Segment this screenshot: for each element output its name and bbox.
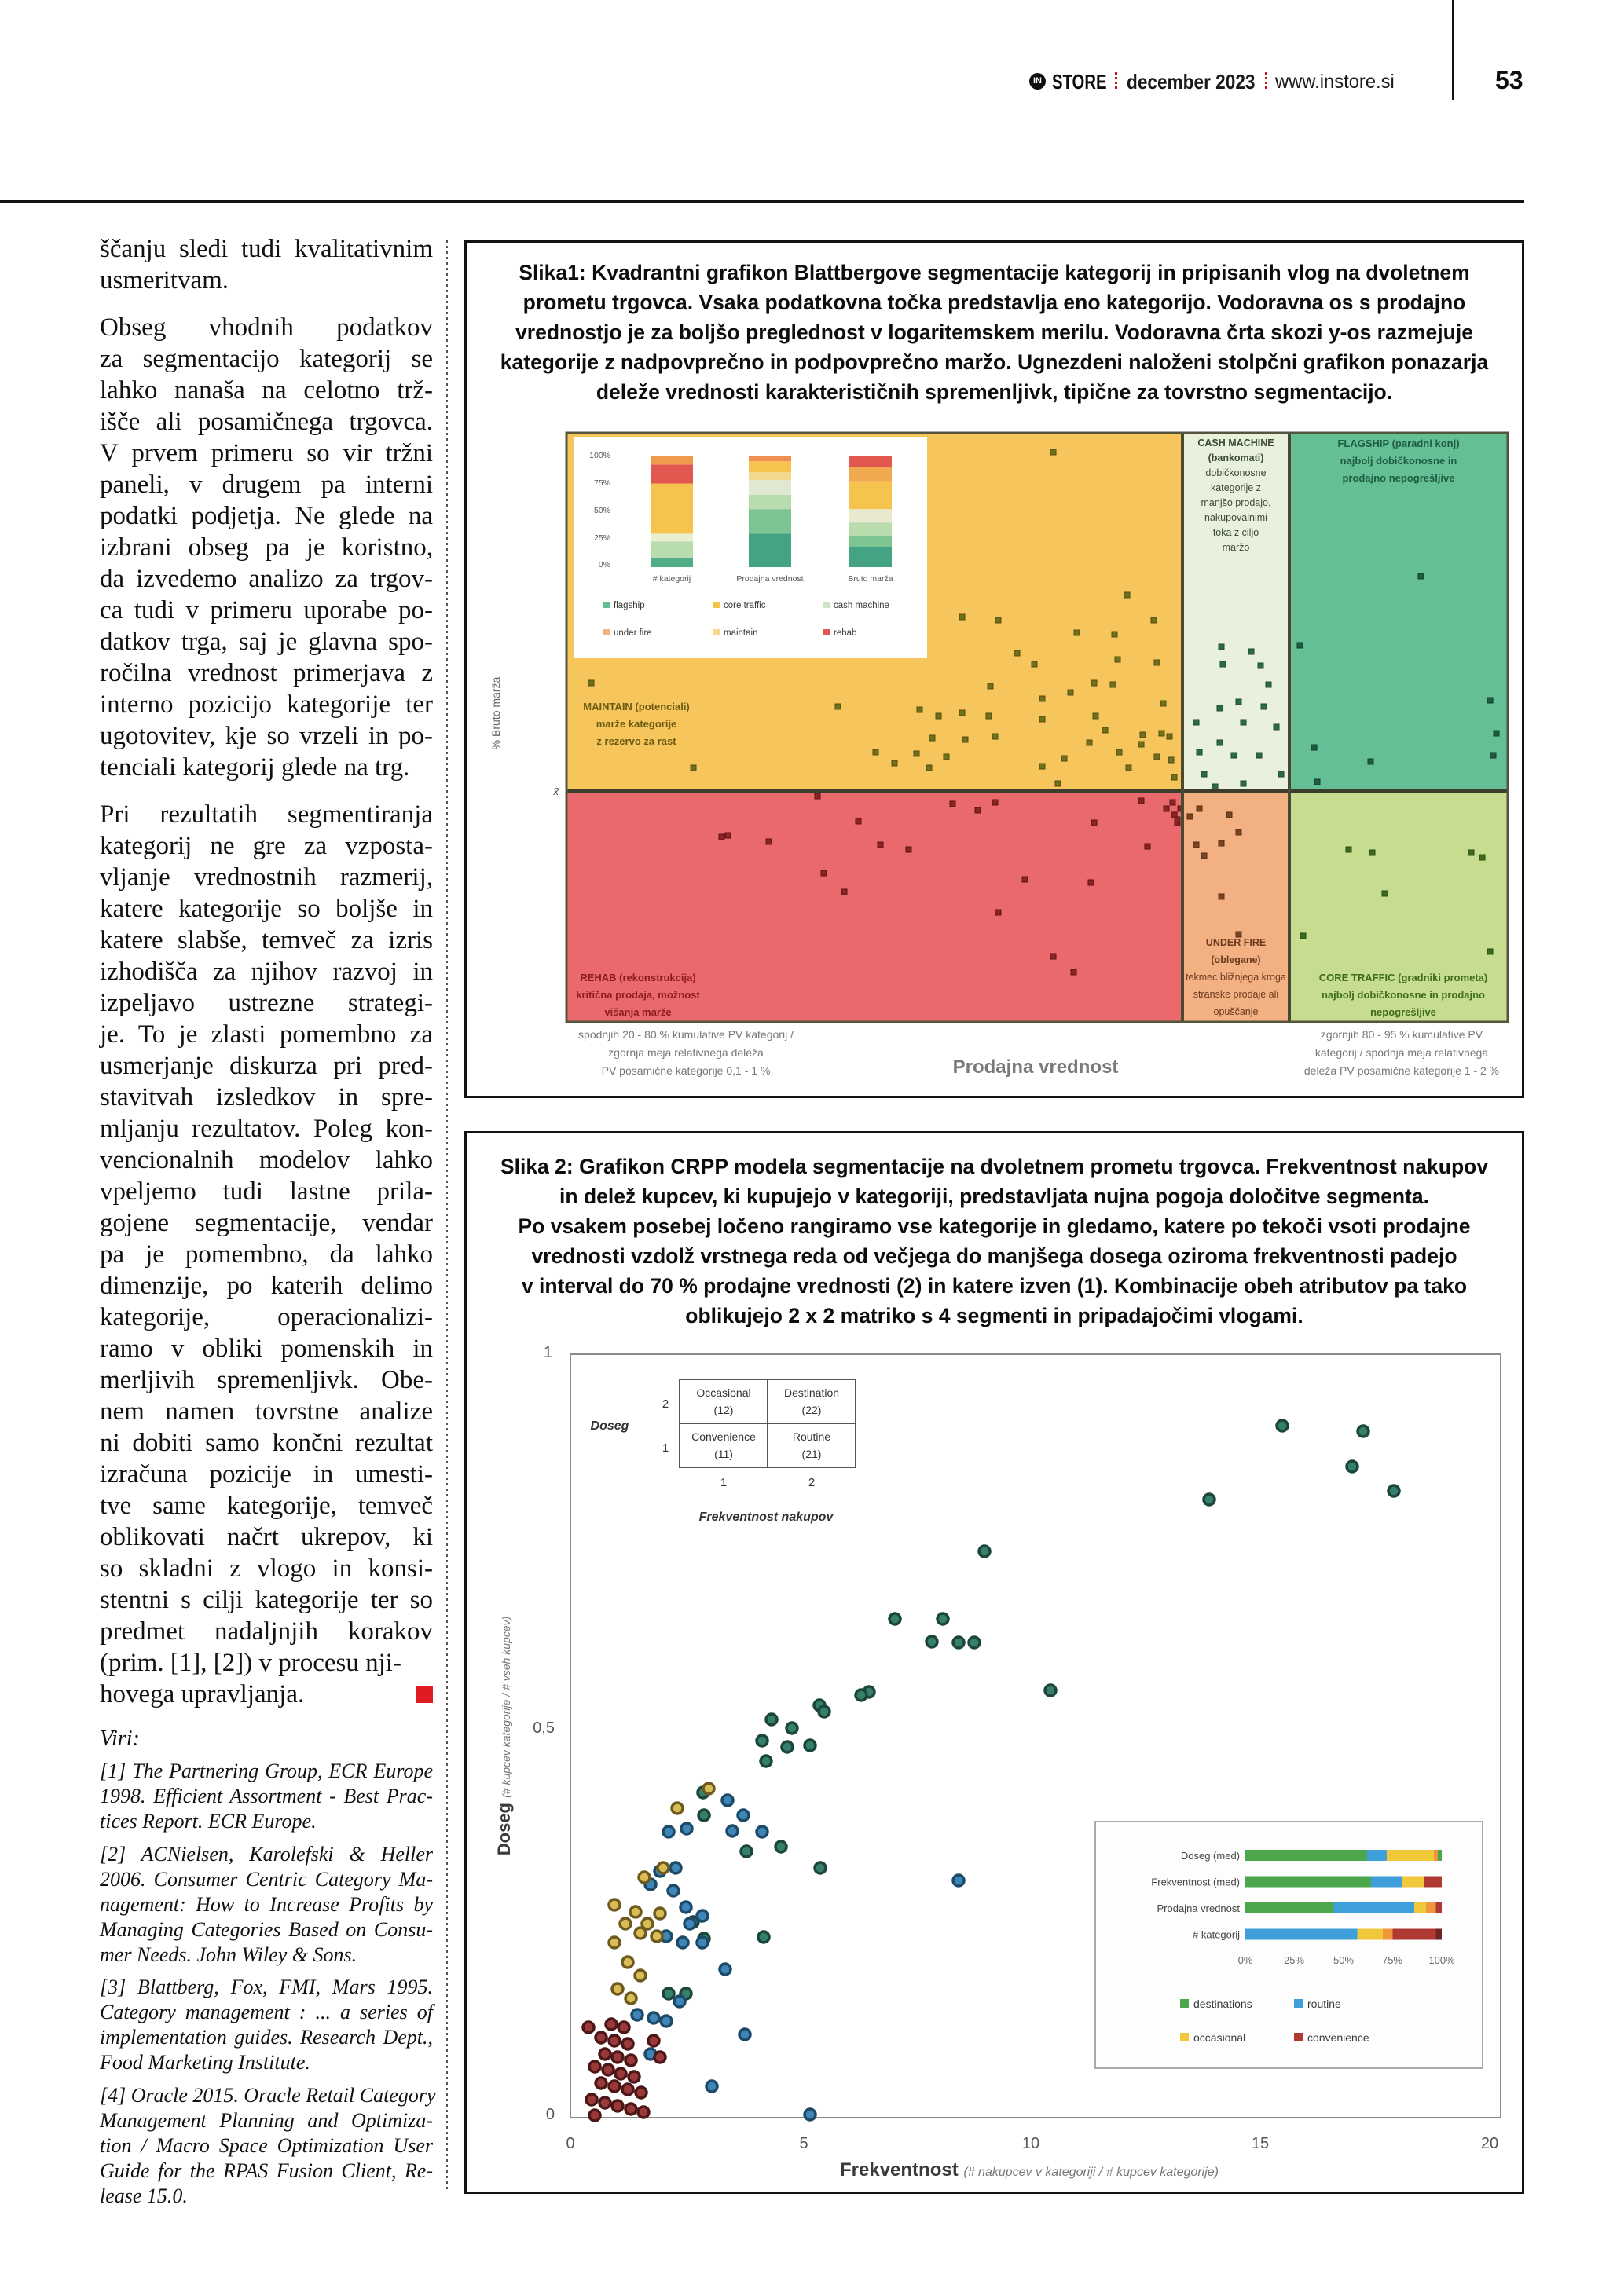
svg-text:1: 1: [662, 1441, 669, 1455]
svg-text:REHAB (rekonstrukcija): REHAB (rekonstrukcija): [580, 972, 695, 983]
svg-text:2: 2: [662, 1397, 669, 1411]
svg-text:(11): (11): [714, 1448, 733, 1460]
svg-text:Convenience: Convenience: [691, 1430, 756, 1443]
svg-text:najbolj dobičkonosne in prodaj: najbolj dobičkonosne in prodajno: [1322, 989, 1485, 1001]
svg-text:100%: 100%: [1428, 1954, 1455, 1966]
svg-text:FLAGSHIP (paradni konj): FLAGSHIP (paradni konj): [1337, 438, 1459, 449]
svg-text:opuščanje: opuščanje: [1214, 1006, 1259, 1017]
svg-text:100%: 100%: [589, 451, 610, 460]
svg-text:PV posamične kategorije 0,1 -: PV posamične kategorije 0,1 - 1 %: [602, 1064, 771, 1077]
svg-text:1: 1: [544, 1344, 552, 1361]
svg-text:x̄: x̄: [553, 785, 559, 797]
svg-text:0%: 0%: [599, 560, 610, 569]
svg-text:Frekventnost (# nakupcev v kat: Frekventnost (# nakupcev v kategoriji / …: [840, 2159, 1219, 2181]
svg-text:Frekventnost nakupov: Frekventnost nakupov: [699, 1511, 834, 1524]
svg-text:kritična prodaja, možnost: kritična prodaja, možnost: [576, 989, 700, 1001]
svg-text:zgornja meja relativnega delež: zgornja meja relativnega deleža: [608, 1046, 764, 1059]
svg-text:z rezervo za rast: z rezervo za rast: [596, 735, 676, 747]
svg-text:Occasional: Occasional: [696, 1386, 750, 1399]
svg-text:Frekventnost (med): Frekventnost (med): [1151, 1877, 1240, 1888]
svg-text:25%: 25%: [594, 533, 610, 543]
svg-text:2: 2: [808, 1476, 815, 1489]
svg-text:manjšo prodajo,: manjšo prodajo,: [1201, 497, 1271, 508]
svg-text:CORE TRAFFIC (gradniki prometa: CORE TRAFFIC (gradniki prometa): [1319, 972, 1488, 983]
svg-text:core traffic: core traffic: [724, 601, 766, 610]
svg-text:rehab: rehab: [834, 628, 856, 638]
svg-text:Prodajna vrednost: Prodajna vrednost: [1157, 1902, 1240, 1914]
svg-text:maintain: maintain: [724, 628, 757, 638]
svg-text:Doseg (# kupcev kategorije / #: Doseg (# kupcev kategorije / # vseh kupc…: [494, 1617, 514, 1855]
svg-text:prodajno nepogrešljive: prodajno nepogrešljive: [1342, 472, 1454, 484]
svg-text:stranske prodaje ali: stranske prodaje ali: [1193, 989, 1278, 1000]
svg-text:occasional: occasional: [1193, 2031, 1245, 2044]
svg-text:under fire: under fire: [614, 628, 652, 638]
svg-text:CASH MACHINE: CASH MACHINE: [1197, 438, 1274, 449]
svg-text:tekmec bližnjega kroga: tekmec bližnjega kroga: [1186, 972, 1286, 983]
svg-text:Doseg (med): Doseg (med): [1181, 1850, 1240, 1862]
svg-text:Bruto marža: Bruto marža: [848, 574, 893, 584]
svg-text:spodnjih 20 - 80 % kumulative: spodnjih 20 - 80 % kumulative PV kategor…: [578, 1028, 794, 1041]
svg-text:(12): (12): [714, 1404, 734, 1416]
svg-text:višanja marže: višanja marže: [604, 1006, 671, 1018]
svg-text:MAINTAIN (potenciali): MAINTAIN (potenciali): [583, 701, 690, 712]
svg-text:# kategorij: # kategorij: [653, 574, 691, 584]
svg-text:Destination: Destination: [784, 1386, 839, 1399]
svg-text:kategorij / spodnja meja relat: kategorij / spodnja meja relativnega: [1315, 1046, 1488, 1059]
svg-text:75%: 75%: [1382, 1954, 1402, 1966]
svg-text:maržo: maržo: [1223, 542, 1250, 553]
svg-text:0,5: 0,5: [533, 1719, 555, 1737]
svg-text:nakupovalnimi: nakupovalnimi: [1204, 512, 1267, 523]
svg-text:0%: 0%: [1238, 1954, 1253, 1966]
svg-text:(bankomati): (bankomati): [1208, 452, 1264, 463]
svg-text:0: 0: [546, 2106, 555, 2123]
svg-text:convenience: convenience: [1307, 2031, 1369, 2044]
svg-text:% Bruto marža: % Bruto marža: [489, 676, 502, 749]
svg-text:50%: 50%: [1333, 1954, 1354, 1966]
svg-text:20: 20: [1481, 2135, 1498, 2152]
svg-text:UNDER FIRE: UNDER FIRE: [1206, 937, 1266, 948]
svg-text:kategorije z: kategorije z: [1211, 482, 1261, 493]
svg-text:Doseg: Doseg: [591, 1419, 629, 1433]
svg-text:(22): (22): [802, 1404, 822, 1416]
svg-text:0: 0: [566, 2135, 574, 2152]
svg-text:deleža PV posamične kategorije: deleža PV posamične kategorije 1 - 2 %: [1304, 1064, 1499, 1077]
svg-text:15: 15: [1252, 2135, 1269, 2152]
svg-text:flagship: flagship: [614, 601, 645, 610]
svg-text:routine: routine: [1307, 1998, 1341, 2010]
svg-text:Routine: Routine: [793, 1430, 830, 1443]
svg-text:5: 5: [799, 2135, 808, 2152]
svg-text:dobičkonosne: dobičkonosne: [1205, 467, 1266, 478]
svg-text:destinations: destinations: [1193, 1998, 1252, 2010]
svg-text:25%: 25%: [1284, 1954, 1304, 1966]
svg-text:nepogrešljive: nepogrešljive: [1370, 1006, 1436, 1018]
svg-text:# kategorij: # kategorij: [1193, 1929, 1240, 1941]
svg-text:Prodajna vrednost: Prodajna vrednost: [953, 1056, 1119, 1078]
svg-text:1: 1: [720, 1476, 727, 1489]
svg-text:cash machine: cash machine: [834, 601, 889, 610]
svg-text:zgornjih 80 - 95 % kumulative: zgornjih 80 - 95 % kumulative PV: [1321, 1028, 1483, 1041]
svg-text:toka z ciljo: toka z ciljo: [1213, 527, 1259, 538]
svg-text:50%: 50%: [594, 506, 610, 515]
svg-text:(21): (21): [802, 1448, 822, 1460]
svg-text:marže kategorije: marže kategorije: [596, 718, 677, 730]
svg-text:Prodajna vrednost: Prodajna vrednost: [736, 574, 803, 584]
svg-text:(oblegane): (oblegane): [1211, 954, 1260, 965]
svg-text:10: 10: [1022, 2135, 1039, 2152]
svg-text:najbolj dobičkonosne in: najbolj dobičkonosne in: [1340, 455, 1457, 467]
svg-text:75%: 75%: [594, 478, 610, 488]
